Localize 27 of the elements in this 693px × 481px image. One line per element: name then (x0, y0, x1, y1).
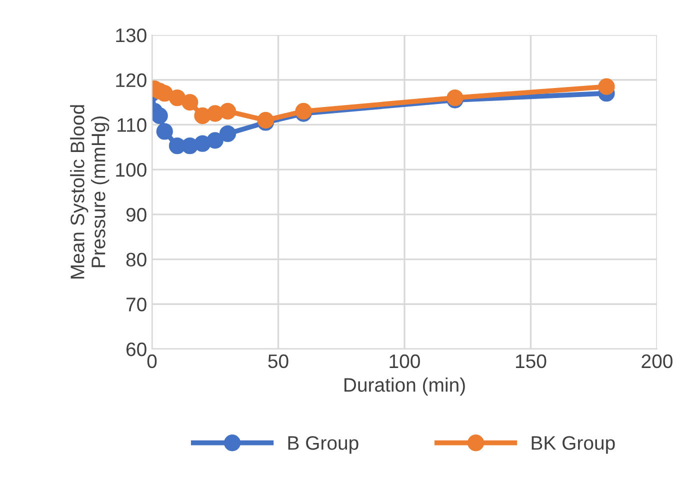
x-tick-label: 100 (390, 354, 420, 368)
x-tick-label: 0 (147, 354, 157, 368)
point (219, 125, 236, 142)
y-tick-label: 70 (126, 298, 146, 312)
point (446, 89, 464, 106)
y-tick-label: 110 (118, 118, 146, 132)
point (182, 94, 198, 111)
x-tick-label: 200 (642, 354, 672, 368)
point (598, 78, 615, 95)
legend-label: BK Group (532, 436, 615, 454)
x-tick-label: 150 (516, 354, 546, 368)
point (219, 102, 236, 120)
point (168, 89, 186, 106)
y-axis-title: Mean Systolic Blood Pressure (mmHg) (70, 105, 110, 278)
y-tick-label: 60 (126, 342, 146, 356)
y-tick-label: 130 (116, 28, 146, 42)
x-axis-title: Duration (min) (344, 378, 465, 396)
point (152, 107, 168, 124)
point (156, 123, 173, 140)
legend-label: B Group (288, 436, 358, 454)
x-tick-label: 50 (268, 354, 288, 368)
point (295, 102, 312, 120)
point (206, 132, 224, 149)
y-tick-label: 120 (116, 73, 146, 88)
y-tick-label: 90 (126, 208, 146, 222)
y-tick-label: 80 (126, 252, 146, 267)
y-tick-label: 100 (116, 163, 146, 177)
